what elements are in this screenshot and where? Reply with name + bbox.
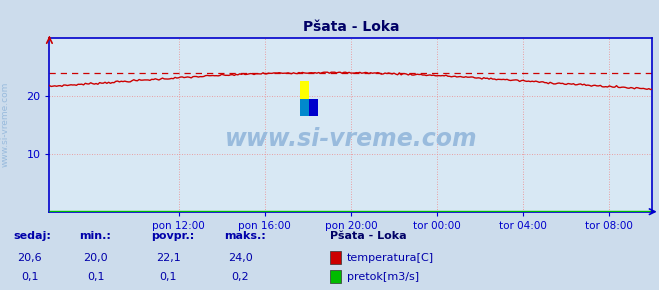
Text: maks.:: maks.: xyxy=(224,231,266,241)
Text: povpr.:: povpr.: xyxy=(152,231,195,241)
Text: 22,1: 22,1 xyxy=(156,253,181,263)
Text: 0,2: 0,2 xyxy=(232,272,249,282)
Text: 0,1: 0,1 xyxy=(21,272,38,282)
Text: 20,6: 20,6 xyxy=(17,253,42,263)
Text: 24,0: 24,0 xyxy=(228,253,253,263)
Bar xyxy=(300,99,309,116)
Text: www.si-vreme.com: www.si-vreme.com xyxy=(225,127,477,151)
Text: temperatura[C]: temperatura[C] xyxy=(347,253,434,263)
Text: 20,0: 20,0 xyxy=(83,253,108,263)
Text: www.si-vreme.com: www.si-vreme.com xyxy=(1,82,10,167)
Text: 0,1: 0,1 xyxy=(159,272,177,282)
Text: 0,1: 0,1 xyxy=(87,272,104,282)
Text: Pšata - Loka: Pšata - Loka xyxy=(330,231,406,241)
Title: Pšata - Loka: Pšata - Loka xyxy=(302,20,399,34)
Bar xyxy=(300,81,309,99)
Text: pretok[m3/s]: pretok[m3/s] xyxy=(347,272,418,282)
Text: min.:: min.: xyxy=(79,231,111,241)
Text: sedaj:: sedaj: xyxy=(13,231,51,241)
Bar xyxy=(309,99,318,116)
